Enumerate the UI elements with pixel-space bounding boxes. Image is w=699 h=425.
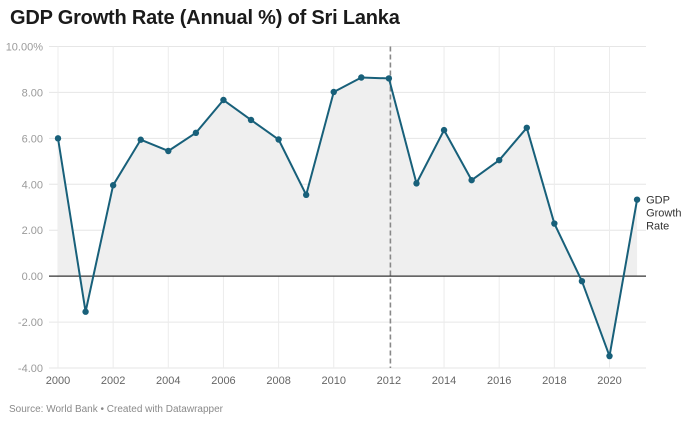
data-point-2011 (358, 74, 365, 81)
data-point-2006 (220, 96, 227, 104)
data-point-2003 (137, 136, 144, 143)
series-label-line: GDP (646, 195, 670, 207)
x-tick-label: 2006 (211, 375, 235, 387)
data-point-2000 (54, 135, 62, 142)
x-tick-label: 2020 (597, 375, 621, 387)
x-tick-label: 2002 (101, 375, 125, 387)
y-tick-label: 4.00 (22, 179, 43, 191)
line-chart: 10.00% 8.00 6.00 4.00 2.00 0.00 -2.00 -4.00 200… (6, 42, 682, 388)
series-label-line: Rate (646, 221, 669, 233)
data-point-2020 (606, 352, 613, 360)
x-tick-label: 2012 (377, 375, 401, 387)
y-tick-label: 0.00 (22, 271, 43, 283)
y-tick-label: -2.00 (18, 317, 43, 329)
data-point-2015 (468, 176, 475, 184)
data-point-2002 (109, 182, 117, 189)
data-point-2019 (578, 277, 586, 285)
data-point-2017 (523, 124, 530, 131)
x-tick-label: 2004 (156, 375, 180, 387)
data-point-2008 (275, 136, 282, 143)
data-point-2005 (192, 129, 200, 137)
data-points (54, 74, 641, 360)
chart-title: GDP Growth Rate (Annual %) of Sri Lanka (10, 7, 400, 29)
series-label: GDP Growth Rate (646, 195, 681, 233)
data-point-2016 (496, 156, 503, 164)
y-tick-label: 6.00 (22, 133, 43, 145)
data-point-2013 (413, 180, 420, 187)
y-tick-label: 8.00 (22, 87, 43, 99)
data-point-2014 (440, 126, 448, 134)
x-tick-label: 2016 (487, 375, 511, 387)
data-point-2010 (330, 88, 337, 96)
x-tick-label: 2008 (266, 375, 290, 387)
data-point-2009 (302, 191, 310, 199)
data-point-2001 (82, 308, 89, 315)
data-point-2012 (385, 75, 393, 82)
area-fill (58, 77, 638, 357)
y-axis-ticks: 10.00% 8.00 6.00 4.00 2.00 0.00 -2.00 -4.00 (6, 42, 44, 376)
x-tick-label: 2010 (322, 375, 346, 387)
data-point-2021 (633, 196, 641, 203)
data-point-2018 (551, 220, 558, 227)
y-tick-label: 10.00% (6, 42, 44, 54)
y-tick-label: 2.00 (22, 225, 43, 237)
series-line (57, 76, 639, 358)
x-tick-label: 2014 (432, 375, 456, 387)
x-axis-ticks: 2000 2002 2004 2006 2008 2010 2012 2014 2016 2018… (46, 375, 622, 387)
data-point-2007 (247, 116, 255, 124)
source-note: Source: World Bank • Created with Datawr… (9, 404, 223, 415)
y-tick-label: -4.00 (18, 363, 43, 375)
x-tick-label: 2018 (542, 375, 566, 387)
x-tick-label: 2000 (46, 375, 70, 387)
series-label-line: Growth (646, 208, 681, 220)
data-point-2004 (165, 147, 172, 155)
